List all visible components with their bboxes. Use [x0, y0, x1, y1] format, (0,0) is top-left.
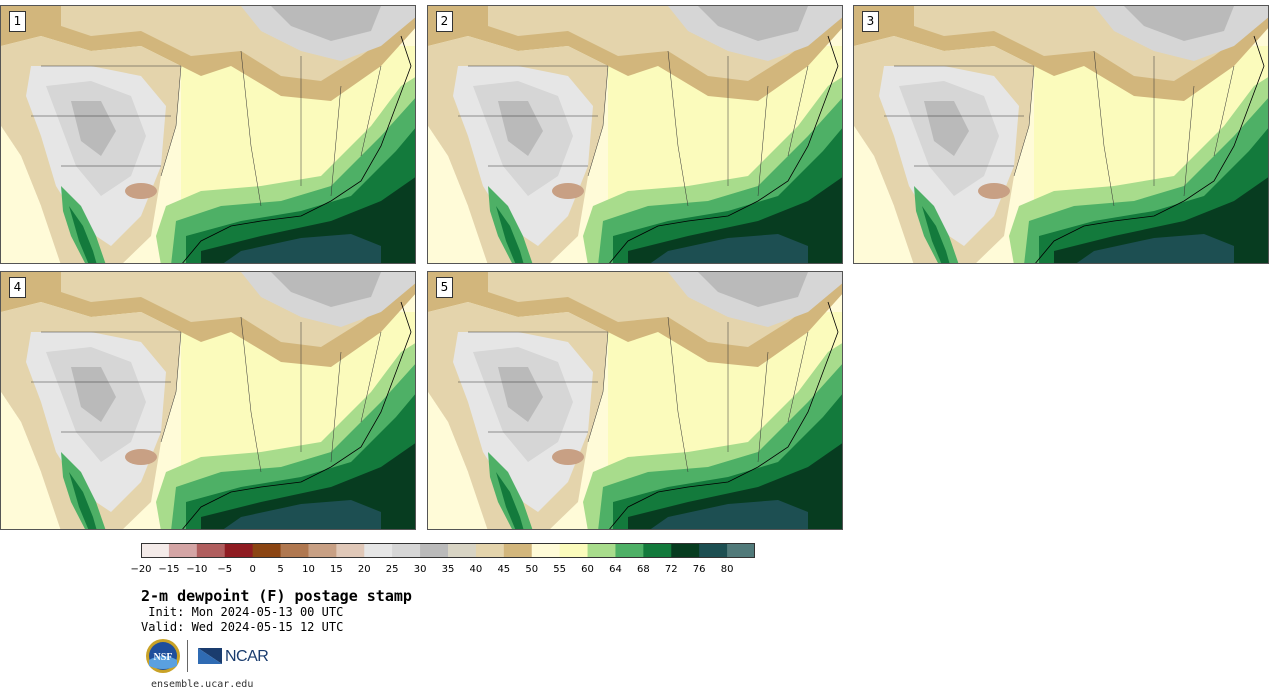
- ncar-logo-icon: [198, 648, 222, 664]
- colorbar-tick-label: 40: [469, 564, 483, 575]
- colorbar-tick-label: 10: [302, 564, 315, 575]
- colorbar-swatch: [280, 543, 309, 558]
- colorbar-swatch: [587, 543, 616, 558]
- colorbar-tick-label: −5: [217, 564, 233, 575]
- colorbar-tick-label: 72: [664, 564, 678, 575]
- colorbar-tick-label: 20: [357, 564, 371, 575]
- init-time: Init: Mon 2024-05-13 00 UTC: [141, 605, 344, 619]
- colorbar-tick-label: 0: [249, 564, 256, 575]
- colorbar-tick-label: −15: [158, 564, 180, 575]
- colorbar-swatch: [168, 543, 198, 558]
- panel-number-5: 5: [436, 277, 453, 298]
- ncar-logo: NCAR: [197, 644, 277, 668]
- colorbar-tick-label: 45: [497, 564, 511, 575]
- colorbar-swatch: [392, 543, 421, 558]
- colorbar-tick-label: 15: [329, 564, 343, 575]
- dewpoint-map-3: [854, 6, 1268, 263]
- colorbar-tick-label: −10: [186, 564, 208, 575]
- colorbar-swatch: [503, 543, 533, 558]
- dewpoint-map-4: [1, 272, 415, 529]
- colorbar-tick-label: 76: [692, 564, 706, 575]
- colorbar-tick-label: 68: [636, 564, 650, 575]
- colorbar-swatch: [475, 543, 505, 558]
- colorbar-swatch: [699, 543, 728, 558]
- colorbar-tick-labels: −20 −15 −10 −5 0 5 10 15 20 25 30 35 40 45 50 55 60 64 68 7…: [0, 564, 1280, 578]
- colorbar-tick-label: 55: [553, 564, 566, 575]
- colorbar-tick-label: 50: [525, 564, 539, 575]
- colorbar-tick-label: 25: [385, 564, 399, 575]
- panel-number-1: 1: [9, 11, 26, 32]
- colorbar-tick-label: 35: [441, 564, 455, 575]
- nsf-logo-text: NSF: [154, 652, 173, 663]
- colorbar-swatches: [141, 543, 755, 558]
- logos: NSF NCAR: [145, 638, 275, 674]
- colorbar-swatch: [448, 543, 477, 558]
- colorbar-swatch: [364, 543, 393, 558]
- colorbar-swatch: [420, 543, 449, 558]
- valid-time: Valid: Wed 2024-05-15 12 UTC: [141, 620, 344, 634]
- colorbar-tick-label: 64: [609, 564, 622, 575]
- ensemble-member-panel-4: 4: [0, 271, 416, 530]
- colorbar-swatch: [308, 543, 337, 558]
- colorbar-tick-label: 60: [581, 564, 594, 575]
- panel-number-4: 4: [9, 277, 26, 298]
- colorbar-swatch: [643, 543, 672, 558]
- colorbar-swatch: [196, 543, 226, 558]
- colorbar-swatch: [336, 543, 365, 558]
- colorbar-swatch: [141, 543, 170, 558]
- dewpoint-map-5: [428, 272, 842, 529]
- colorbar-border: [141, 543, 755, 558]
- panel-number-2: 2: [436, 11, 453, 32]
- colorbar-swatch: [224, 543, 254, 558]
- nsf-logo-icon: NSF: [146, 639, 180, 673]
- dewpoint-colorbar: [141, 543, 755, 558]
- colorbar-tick-label: 30: [413, 564, 427, 575]
- colorbar-tick-label: 80: [720, 564, 734, 575]
- chart-title: 2-m dewpoint (F) postage stamp: [141, 587, 412, 605]
- ensemble-member-panel-3: 3: [853, 5, 1269, 264]
- colorbar-swatch: [727, 543, 755, 558]
- colorbar-swatch: [252, 543, 282, 558]
- colorbar-tick-label: 5: [277, 564, 284, 575]
- colorbar-swatch: [671, 543, 700, 558]
- ensemble-member-panel-2: 2: [427, 5, 843, 264]
- panel-number-3: 3: [862, 11, 879, 32]
- colorbar-swatch: [615, 543, 644, 558]
- colorbar-swatch: [559, 543, 589, 558]
- dewpoint-map-2: [428, 6, 842, 263]
- dewpoint-map-1: [1, 6, 415, 263]
- ensemble-member-panel-5: 5: [427, 271, 843, 530]
- colorbar-swatch: [531, 543, 561, 558]
- site-url: ensemble.ucar.edu: [151, 679, 254, 690]
- ensemble-member-panel-1: 1: [0, 5, 416, 264]
- logo-divider: [187, 640, 188, 672]
- colorbar-tick-label: −20: [130, 564, 152, 575]
- ncar-logo-text: NCAR: [225, 648, 269, 665]
